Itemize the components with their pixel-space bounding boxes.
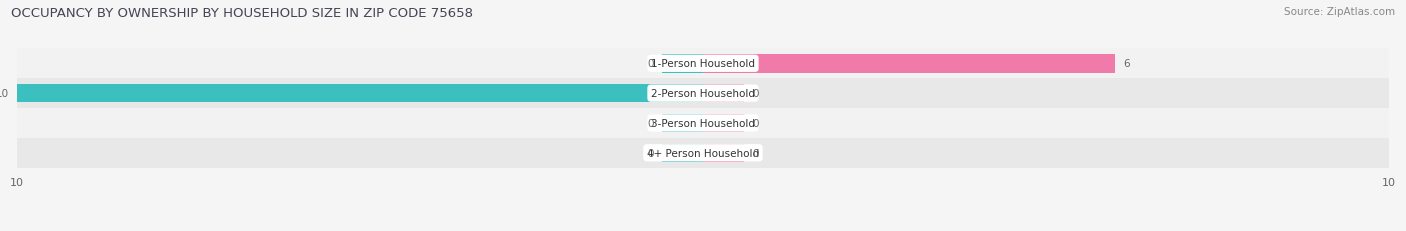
Bar	[703, 55, 1115, 73]
Text: 6: 6	[1123, 59, 1129, 69]
Bar	[662, 55, 703, 73]
Text: 4+ Person Household: 4+ Person Household	[647, 148, 759, 158]
Text: 3-Person Household: 3-Person Household	[651, 119, 755, 128]
Bar	[17, 138, 1389, 168]
Text: 0: 0	[752, 119, 759, 128]
Text: 10: 10	[0, 89, 8, 99]
Text: 1-Person Household: 1-Person Household	[651, 59, 755, 69]
Bar	[703, 114, 744, 133]
Bar	[703, 144, 744, 162]
Text: Source: ZipAtlas.com: Source: ZipAtlas.com	[1284, 7, 1395, 17]
Bar	[17, 49, 1389, 79]
Text: 0: 0	[647, 148, 654, 158]
Bar	[17, 85, 703, 103]
Text: 0: 0	[647, 119, 654, 128]
Bar	[703, 85, 744, 103]
Text: 0: 0	[647, 59, 654, 69]
Bar	[17, 79, 1389, 109]
Text: OCCUPANCY BY OWNERSHIP BY HOUSEHOLD SIZE IN ZIP CODE 75658: OCCUPANCY BY OWNERSHIP BY HOUSEHOLD SIZE…	[11, 7, 474, 20]
Text: 2-Person Household: 2-Person Household	[651, 89, 755, 99]
Bar	[17, 109, 1389, 138]
Text: 0: 0	[752, 148, 759, 158]
Text: 0: 0	[752, 89, 759, 99]
Bar	[662, 144, 703, 162]
Bar	[662, 114, 703, 133]
